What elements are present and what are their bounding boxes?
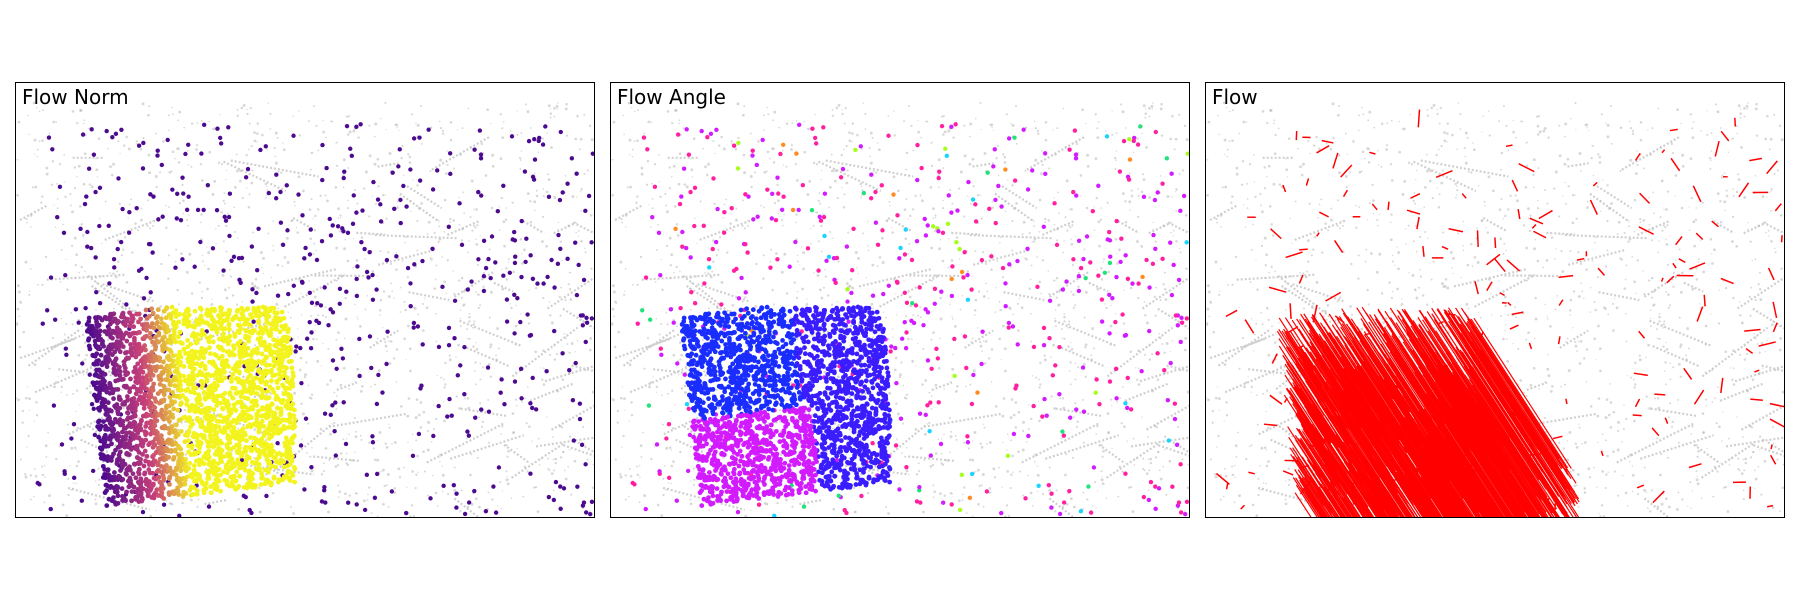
flow-angle-panel: Flow Angle	[610, 82, 1190, 518]
background-points	[611, 101, 1189, 517]
flow-norm-title: Flow Norm	[22, 85, 129, 109]
flow-vectors-title: Flow	[1212, 85, 1258, 109]
angle-points	[630, 122, 1189, 517]
flow-angle-title: Flow Angle	[617, 85, 726, 109]
flow-norm-plot	[16, 101, 594, 517]
flow-vectors-panel: Flow	[1205, 82, 1785, 518]
flow-vectors	[1215, 109, 1784, 517]
flow-norm-panel: Flow Norm	[15, 82, 595, 518]
flow-vectors-plot	[1206, 101, 1784, 517]
flow-angle-plot	[611, 101, 1189, 517]
norm-points	[35, 122, 594, 517]
